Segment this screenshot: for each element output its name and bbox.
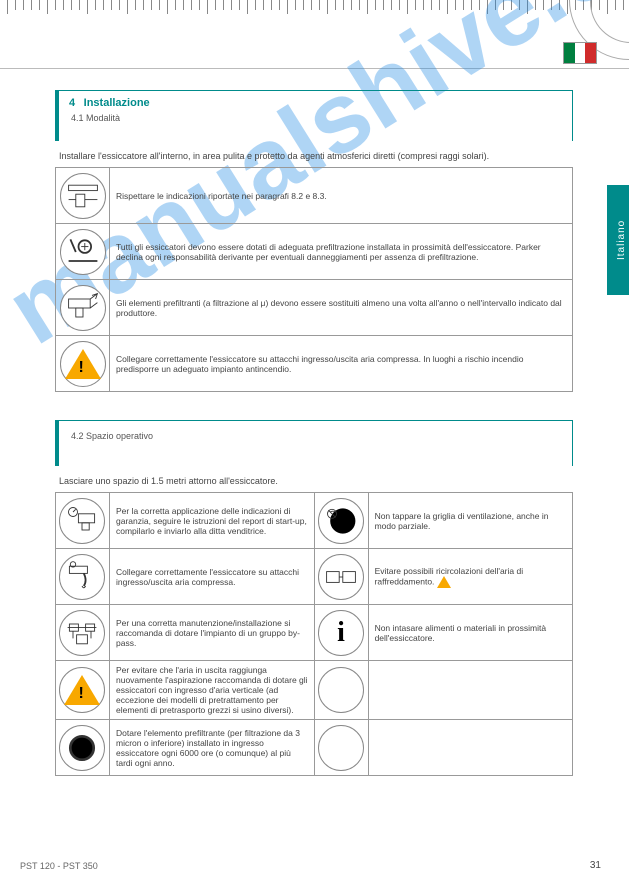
info-icon: i — [318, 610, 364, 656]
section-header: 4 Installazione 4.1 Modalità — [55, 90, 573, 141]
bypass-group-icon — [59, 610, 105, 656]
tap-drain-icon — [59, 554, 105, 600]
instruction-text: Dotare l'elemento prefiltrante (per filt… — [109, 720, 314, 776]
table-row: Gli elementi prefiltranti (a filtrazione… — [56, 280, 573, 336]
instruction-text: Non intasare alimenti o materiali in pro… — [368, 605, 572, 661]
language-tab: Italiano — [607, 185, 629, 295]
warning-icon — [59, 667, 105, 713]
table-row: Per evitare che l'aria in uscita raggiun… — [56, 661, 573, 720]
italy-flag-icon — [563, 42, 597, 64]
no-cap-icon — [318, 498, 364, 544]
small-warning-icon — [437, 576, 451, 588]
table-row: Rispettare le indicazioni riportate nei … — [56, 168, 573, 224]
filter-circle-icon — [59, 725, 105, 771]
inlet-outlet-icon — [60, 285, 106, 331]
table-row: Per la corretta applicazione delle indic… — [56, 493, 573, 549]
empty-icon — [318, 725, 364, 771]
instruction-text: Per evitare che l'aria in uscita raggiun… — [109, 661, 314, 720]
warning-icon — [60, 341, 106, 387]
section-spazio-operativo: 4.2 Spazio operativo Lasciare uno spazio… — [55, 420, 573, 776]
section-lead-text: Lasciare uno spazio di 1.5 metri attorno… — [59, 476, 569, 486]
section-header: 4.2 Spazio operativo — [55, 420, 573, 466]
page-footer: PST 120 - PST 350 — [20, 861, 98, 871]
table-row: Collegare correttamente l'essiccatore su… — [56, 549, 573, 605]
table-row: Dotare l'elemento prefiltrante (per filt… — [56, 720, 573, 776]
instruction-text: Evitare possibili ricircolazioni dell'ar… — [368, 549, 572, 605]
instruction-text: Per la corretta applicazione delle indic… — [109, 493, 314, 549]
anchor-bolt-icon — [60, 229, 106, 275]
instruction-text: Collegare correttamente l'essiccatore su… — [109, 549, 314, 605]
empty-icon — [318, 667, 364, 713]
instruction-text: Rispettare le indicazioni riportate nei … — [110, 168, 573, 224]
header-rule — [0, 68, 629, 69]
table-row: Collegare correttamente l'essiccatore su… — [56, 336, 573, 392]
section-lead-text: Installare l'essiccatore all'interno, in… — [59, 151, 569, 161]
section-installazione: 4 Installazione 4.1 Modalità Installare … — [55, 90, 573, 392]
recirculation-icon — [318, 554, 364, 600]
instruction-text: Gli elementi prefiltranti (a filtrazione… — [110, 280, 573, 336]
gauge-unit-icon — [59, 498, 105, 544]
table-row: Tutti gli essiccatori devono essere dota… — [56, 224, 573, 280]
instruction-text — [368, 661, 572, 720]
section-subtitle: 4.2 Spazio operativo — [71, 431, 562, 441]
section-title: Installazione — [84, 97, 150, 109]
page-number: 31 — [590, 860, 601, 871]
instruction-text: Non tappare la griglia di ventilazione, … — [368, 493, 572, 549]
section-number: 4 — [69, 97, 75, 109]
table-row: Per una corretta manutenzione/installazi… — [56, 605, 573, 661]
top-ruler — [0, 0, 629, 18]
instruction-text: Tutti gli essiccatori devono essere dota… — [110, 224, 573, 280]
instruction-text — [368, 720, 572, 776]
instruction-text: Per una corretta manutenzione/installazi… — [109, 605, 314, 661]
section-subtitle: 4.1 Modalità — [71, 113, 562, 123]
instruction-text: Collegare correttamente l'essiccatore su… — [110, 336, 573, 392]
instruction-table-1: Rispettare le indicazioni riportate nei … — [55, 167, 573, 392]
diagram-spacing-icon — [60, 173, 106, 219]
instruction-table-2: Per la corretta applicazione delle indic… — [55, 492, 573, 776]
